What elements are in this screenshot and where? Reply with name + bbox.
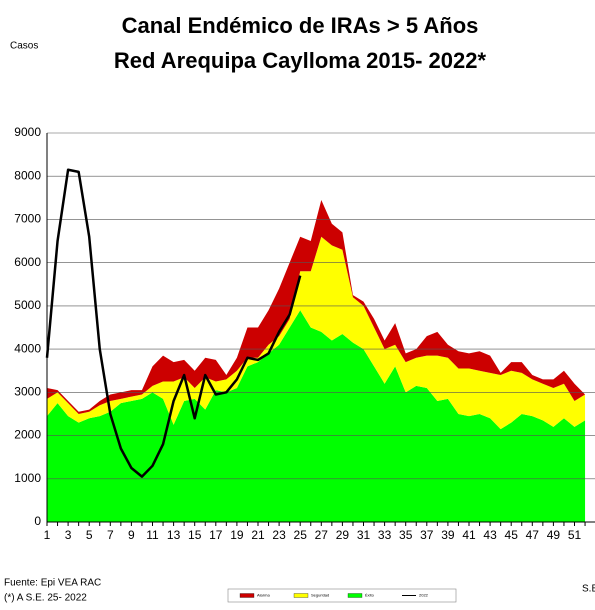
note: (*) A S.E. 25- 2022	[4, 593, 87, 604]
x-tick-label: 33	[378, 528, 392, 542]
y-tick-label: 3000	[14, 385, 41, 399]
y-tick-label: 8000	[14, 168, 41, 182]
legend-label: Seguridad	[311, 593, 329, 598]
y-tick-label: 9000	[14, 125, 41, 139]
y-tick-label: 0	[34, 514, 41, 528]
legend-swatch	[347, 593, 363, 598]
x-tick-label: 23	[272, 528, 286, 542]
x-tick-label: 11	[146, 528, 159, 542]
x-tick-label: 31	[357, 528, 371, 542]
legend-label: Éxito	[365, 593, 375, 598]
x-tick-label: 21	[251, 528, 265, 542]
x-tick-label: 13	[167, 528, 181, 542]
y-tick-label: 1000	[14, 471, 41, 485]
x-tick-label: 3	[65, 528, 72, 542]
chart-title: Canal Endémico de IRAs > 5 Años	[122, 13, 479, 38]
x-tick-label: 25	[294, 528, 308, 542]
y-tick-label: 7000	[14, 212, 41, 226]
legend-swatch	[293, 593, 309, 598]
x-tick-label: 27	[315, 528, 329, 542]
y-tick-label: 5000	[14, 298, 41, 312]
x-axis-label: S.E	[582, 584, 595, 595]
source: Fuente: Epi VEA RAC	[4, 578, 101, 589]
legend-box	[227, 588, 457, 603]
x-tick-label: 37	[420, 528, 434, 542]
x-tick-label: 35	[399, 528, 413, 542]
x-tick-label: 47	[526, 528, 540, 542]
x-tick-label: 19	[230, 528, 244, 542]
y-axis-label: Casos	[10, 41, 38, 52]
x-tick-label: 43	[483, 528, 497, 542]
legend-label: 2022	[419, 593, 429, 598]
y-tick-label: 4000	[14, 341, 41, 355]
x-tick-label: 9	[128, 528, 135, 542]
x-tick-label: 51	[568, 528, 582, 542]
x-tick-label: 7	[107, 528, 114, 542]
x-tick-label: 17	[209, 528, 223, 542]
legend-label: Alarma	[257, 593, 270, 598]
x-tick-label: 49	[547, 528, 561, 542]
x-tick-label: 15	[188, 528, 202, 542]
area	[47, 310, 586, 522]
area	[47, 199, 586, 414]
x-tick-label: 41	[462, 528, 476, 542]
legend-swatch	[239, 593, 255, 598]
x-tick-label: 45	[505, 528, 519, 542]
x-tick-label: 39	[441, 528, 455, 542]
y-tick-label: 6000	[14, 255, 41, 269]
x-tick-label: 1	[44, 528, 51, 542]
line	[45, 168, 302, 478]
y-tick-label: 2000	[14, 428, 41, 442]
chart-title: Red Arequipa Caylloma 2015- 2022*	[114, 48, 487, 73]
x-tick-label: 29	[336, 528, 350, 542]
x-tick-label: 5	[86, 528, 93, 542]
